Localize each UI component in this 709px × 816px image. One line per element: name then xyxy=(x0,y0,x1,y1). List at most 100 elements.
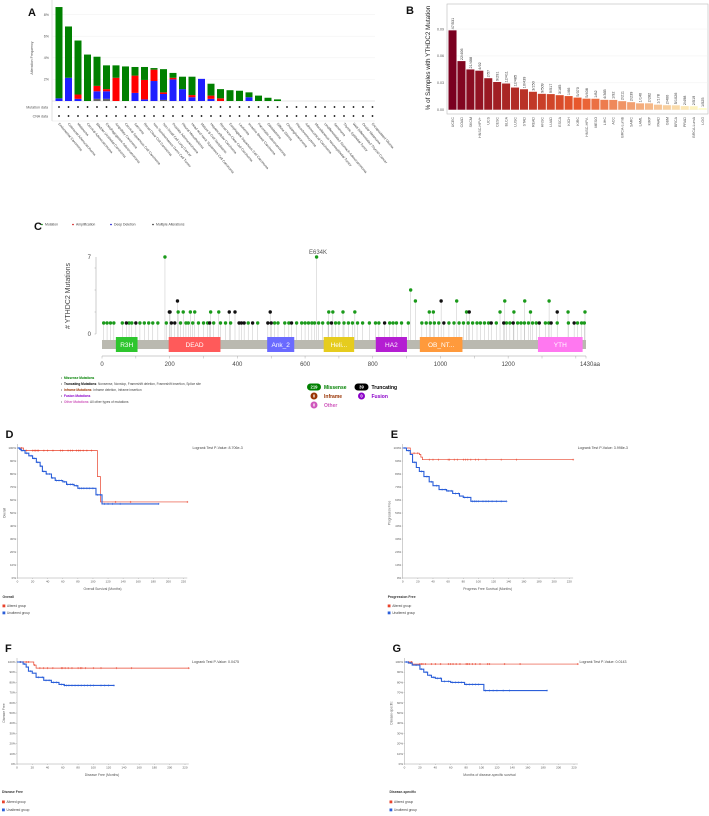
mutation-data-dot xyxy=(362,106,364,108)
category-label: STAD xyxy=(522,117,526,127)
bar-segment-deep-deletion xyxy=(160,93,167,100)
y-tick-label: 4% xyxy=(44,56,50,60)
bar-segment-mutation xyxy=(207,83,215,96)
truncating-lollipop xyxy=(169,321,174,325)
x-tick-label: 120 xyxy=(106,580,111,584)
mutation-data-dot xyxy=(333,106,336,108)
censor-mark xyxy=(453,458,456,461)
censor-mark xyxy=(451,681,454,684)
censor-mark xyxy=(465,683,468,686)
cna-data-dot xyxy=(58,115,60,117)
missense-lollipop xyxy=(420,321,424,325)
panel-d-survival-chart: D Logrank Test P-Value: 8.706e-3 0% 10% 20% 3… xyxy=(2,429,243,615)
mutation-data-dot xyxy=(172,106,174,108)
legend-swatch xyxy=(2,604,6,608)
mutation-data-dot xyxy=(105,106,108,108)
censor-mark xyxy=(92,684,95,687)
bar-segment-mutation xyxy=(93,56,101,86)
censor-mark xyxy=(82,487,85,490)
bar xyxy=(609,99,618,110)
mutation-data-dot xyxy=(210,106,212,108)
cna-data-dot xyxy=(143,115,146,117)
bar-segment-deep-deletion xyxy=(74,98,82,101)
domain-ank2 xyxy=(267,337,295,352)
censor-mark xyxy=(487,500,490,503)
censor-mark xyxy=(115,667,118,670)
mutation-type-legend-item: Inframe Mutations: Inframe deletion, Inf… xyxy=(64,388,142,392)
bar-segment-deep-deletion xyxy=(131,92,139,101)
censor-mark xyxy=(462,458,465,461)
censor-mark xyxy=(19,661,22,663)
truncating-lollipop xyxy=(175,299,180,303)
censor-mark xyxy=(69,449,72,452)
truncating-lollipop xyxy=(227,310,231,314)
logrank-p-value: Logrank Test P-Value: 8.706e-3 xyxy=(193,446,243,450)
censor-mark xyxy=(454,492,457,495)
missense-lollipop xyxy=(455,299,459,303)
censor-mark xyxy=(421,663,424,666)
bar xyxy=(644,103,654,110)
mutation-data-row-label: Mutation data xyxy=(26,106,48,110)
category-label: MESO xyxy=(594,117,598,128)
censor-mark xyxy=(23,663,26,666)
hotspot-annotation: E634K xyxy=(309,250,327,256)
mutation-type-name: Fusion Mutations xyxy=(64,394,91,398)
censor-mark xyxy=(129,500,132,503)
y-tick-label: 8% xyxy=(44,13,50,17)
x-tick-label: 220 xyxy=(182,766,187,770)
censor-mark xyxy=(42,470,45,473)
missense-lollipop xyxy=(498,310,502,314)
missense-lollipop xyxy=(120,321,125,325)
x-tick-label: 120 xyxy=(494,766,499,770)
missense-lollipop xyxy=(186,321,191,325)
domain-label: DEAD xyxy=(186,342,204,349)
censor-mark xyxy=(130,667,133,670)
censor-mark xyxy=(420,470,423,473)
x-tick-label: 160 xyxy=(137,766,142,770)
panel-label-f: F xyxy=(5,643,12,655)
bar xyxy=(600,99,609,110)
truncating-lollipop xyxy=(572,321,576,325)
censor-mark xyxy=(413,461,416,464)
domain-r3h xyxy=(115,337,138,352)
y-tick-label: 50% xyxy=(397,711,403,715)
y-tick-label: 20% xyxy=(9,742,15,746)
panel-label-d: D xyxy=(6,429,14,441)
y-tick-label: 40% xyxy=(10,524,16,528)
panel-e-survival-chart: E Logrank Test P-Value: 3.998e-3 0% 10% 20% 3… xyxy=(387,429,628,615)
mutation-data-dot xyxy=(371,106,374,108)
censor-mark xyxy=(468,683,471,686)
x-axis-title: Disease Free (Months) xyxy=(85,773,119,777)
censor-mark xyxy=(439,663,442,666)
censor-mark xyxy=(502,689,505,692)
missense-lollipop xyxy=(312,321,317,325)
domain-label: Heli... xyxy=(331,342,348,349)
bar-segment-amplification xyxy=(150,69,158,82)
truncating-lollipop xyxy=(502,321,506,325)
legend-title: Disease-specific xyxy=(390,790,417,794)
x-tick-label: 140 xyxy=(121,580,126,584)
x-tick-label: 220 xyxy=(567,580,572,584)
count-badge xyxy=(307,383,321,391)
y-tick-label: 80% xyxy=(395,472,401,476)
category-label: ACC xyxy=(612,117,616,125)
bar-segment-deep-deletion xyxy=(141,99,148,101)
censor-mark xyxy=(485,500,487,503)
censor-mark xyxy=(488,663,491,666)
censor-mark xyxy=(61,449,64,452)
y-tick-label: 0 xyxy=(88,332,92,338)
censor-mark xyxy=(90,449,93,452)
censor-mark xyxy=(103,502,106,505)
missense-lollipop xyxy=(316,321,321,325)
mutation-data-dot xyxy=(96,106,98,108)
censor-mark xyxy=(70,667,73,670)
bar-value-label: 12/411 xyxy=(505,71,509,82)
censor-mark xyxy=(425,475,428,478)
panel-a-ylabel: Alteration Frequency xyxy=(30,41,34,74)
bar-value-label: 47/531 xyxy=(451,18,455,30)
bar xyxy=(671,105,680,110)
missense-lollipop xyxy=(566,321,571,325)
x-tick-label: 140 xyxy=(506,580,511,584)
censor-mark xyxy=(46,667,49,670)
y-tick-label: 0.06 xyxy=(437,54,444,58)
